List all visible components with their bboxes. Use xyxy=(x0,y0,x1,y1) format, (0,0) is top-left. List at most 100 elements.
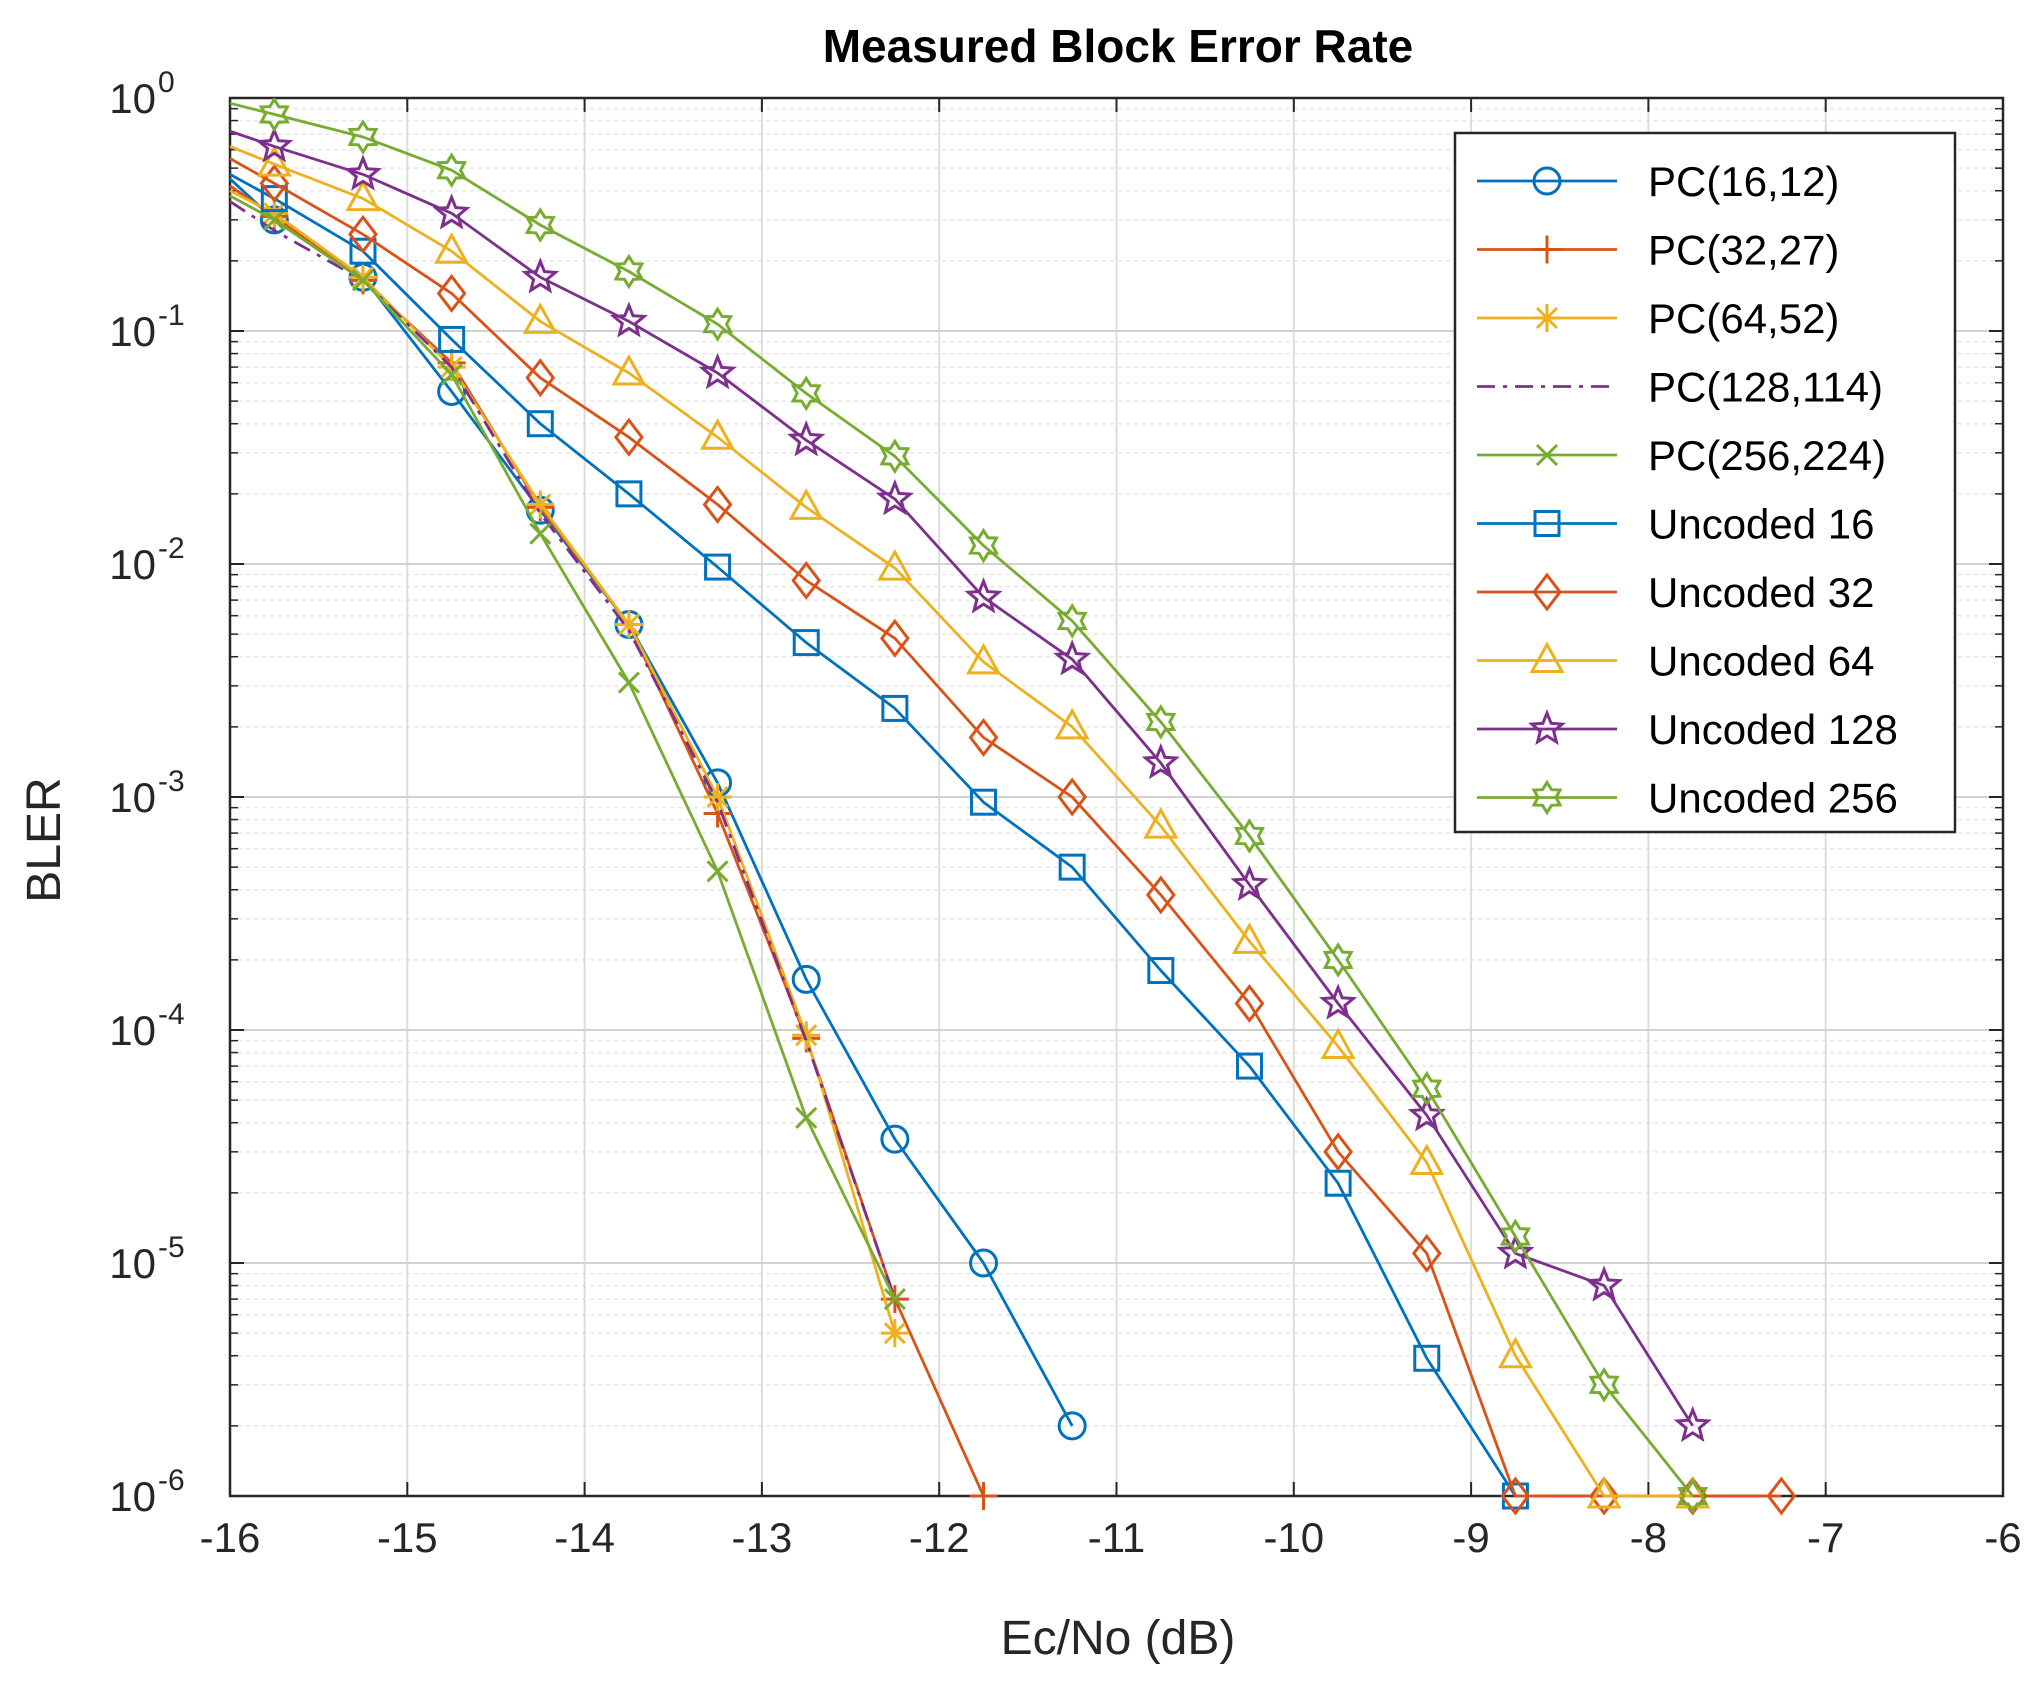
data-point xyxy=(965,642,1002,675)
series-line xyxy=(229,145,1693,1498)
legend-label: Uncoded 128 xyxy=(1648,706,1898,753)
y-tick-exponent: -5 xyxy=(158,1231,185,1264)
series-line xyxy=(229,200,897,1300)
y-tick-exponent: -6 xyxy=(158,1464,185,1497)
x-tick-label: -16 xyxy=(200,1514,261,1561)
data-point xyxy=(351,269,375,292)
y-tick-label: 10 xyxy=(109,1007,156,1054)
data-point xyxy=(881,694,909,722)
data-point xyxy=(1058,853,1086,881)
legend-label: PC(128,114) xyxy=(1648,364,1883,411)
data-point xyxy=(256,145,292,177)
series-5 xyxy=(229,173,1529,1510)
data-point xyxy=(522,302,558,334)
data-point xyxy=(432,193,471,230)
legend-label: PC(256,224) xyxy=(1648,432,1886,479)
data-point xyxy=(529,522,552,545)
y-tick-exponent: -1 xyxy=(158,299,185,332)
data-point xyxy=(1231,922,1268,954)
data-point xyxy=(1413,1344,1441,1372)
data-point xyxy=(1496,1233,1535,1270)
x-tick-label: -9 xyxy=(1452,1514,1489,1561)
y-tick-label: 10 xyxy=(109,308,156,355)
data-point xyxy=(698,352,737,390)
series-9 xyxy=(229,98,1709,1514)
data-point xyxy=(1143,807,1179,839)
legend-marker xyxy=(1532,572,1562,612)
legend-label: Uncoded 256 xyxy=(1648,775,1898,822)
data-point xyxy=(526,490,555,519)
data-point xyxy=(969,1482,998,1510)
series-8 xyxy=(229,126,1712,1443)
data-point xyxy=(1054,707,1090,740)
data-point xyxy=(703,783,732,811)
data-point xyxy=(1057,777,1088,817)
data-point xyxy=(702,306,734,343)
data-point xyxy=(1056,603,1088,639)
data-point xyxy=(1499,1218,1531,1255)
data-point xyxy=(877,549,913,581)
x-tick-label: -11 xyxy=(1088,1514,1146,1561)
y-tick-exponent: -4 xyxy=(158,998,185,1031)
chart-title: Measured Block Error Rate xyxy=(823,20,1414,72)
data-point xyxy=(263,208,286,231)
data-point xyxy=(348,214,378,254)
data-point xyxy=(614,610,643,639)
data-point xyxy=(791,964,821,994)
data-point xyxy=(969,1248,999,1278)
data-point xyxy=(255,126,294,163)
data-point xyxy=(879,438,911,475)
data-point xyxy=(788,488,824,520)
x-tick-label: -12 xyxy=(909,1514,970,1561)
data-point xyxy=(440,363,463,386)
series-line xyxy=(229,157,1782,1498)
legend-marker xyxy=(1533,304,1561,332)
data-point xyxy=(1145,875,1176,915)
y-tick-exponent: 0 xyxy=(158,66,175,99)
data-point xyxy=(706,860,729,883)
data-point xyxy=(792,1021,821,1050)
legend-entry: PC(128,114) xyxy=(1477,364,1883,411)
y-axis-label: BLER xyxy=(18,777,71,902)
data-point xyxy=(883,1288,906,1311)
x-tick-label: -8 xyxy=(1630,1514,1667,1561)
data-point xyxy=(347,119,379,155)
data-point xyxy=(1586,1476,1622,1509)
data-point xyxy=(1319,983,1358,1020)
data-point xyxy=(260,185,288,213)
data-point xyxy=(879,618,910,658)
legend-marker xyxy=(1531,779,1563,816)
data-point xyxy=(258,98,290,133)
data-point xyxy=(1675,1476,1711,1509)
legend-label: Uncoded 32 xyxy=(1648,569,1875,616)
data-point xyxy=(700,418,736,450)
series-6 xyxy=(229,157,1797,1516)
data-point xyxy=(964,577,1003,614)
legend-entry: PC(256,224) xyxy=(1477,432,1886,479)
legend-label: Uncoded 16 xyxy=(1648,501,1875,548)
data-point xyxy=(1588,1366,1620,1403)
series-7 xyxy=(229,145,1711,1509)
legend-entry: PC(32,27) xyxy=(1477,227,1839,274)
data-point xyxy=(790,375,822,412)
data-point xyxy=(875,479,914,516)
y-tick-label: 10 xyxy=(109,75,156,122)
legend-entry: Uncoded 16 xyxy=(1477,501,1875,548)
data-point xyxy=(880,1319,909,1348)
y-tick-label: 10 xyxy=(109,1473,156,1520)
legend-entry: Uncoded 32 xyxy=(1477,569,1875,616)
legend-entry: Uncoded 128 xyxy=(1477,706,1898,753)
data-point xyxy=(260,199,289,228)
legend-marker xyxy=(1532,166,1562,196)
data-point xyxy=(348,263,377,292)
data-point xyxy=(968,718,999,757)
legend-marker xyxy=(1533,235,1561,264)
x-axis-label: Ec/No (dB) xyxy=(1001,1612,1236,1665)
series-3 xyxy=(229,200,897,1300)
legend-label: PC(16,12) xyxy=(1648,158,1839,205)
y-tick-label: 10 xyxy=(109,1240,156,1287)
data-point xyxy=(1409,1143,1445,1175)
data-point xyxy=(1585,1265,1624,1302)
legend-marker xyxy=(1533,510,1561,537)
data-point xyxy=(1677,1478,1709,1514)
